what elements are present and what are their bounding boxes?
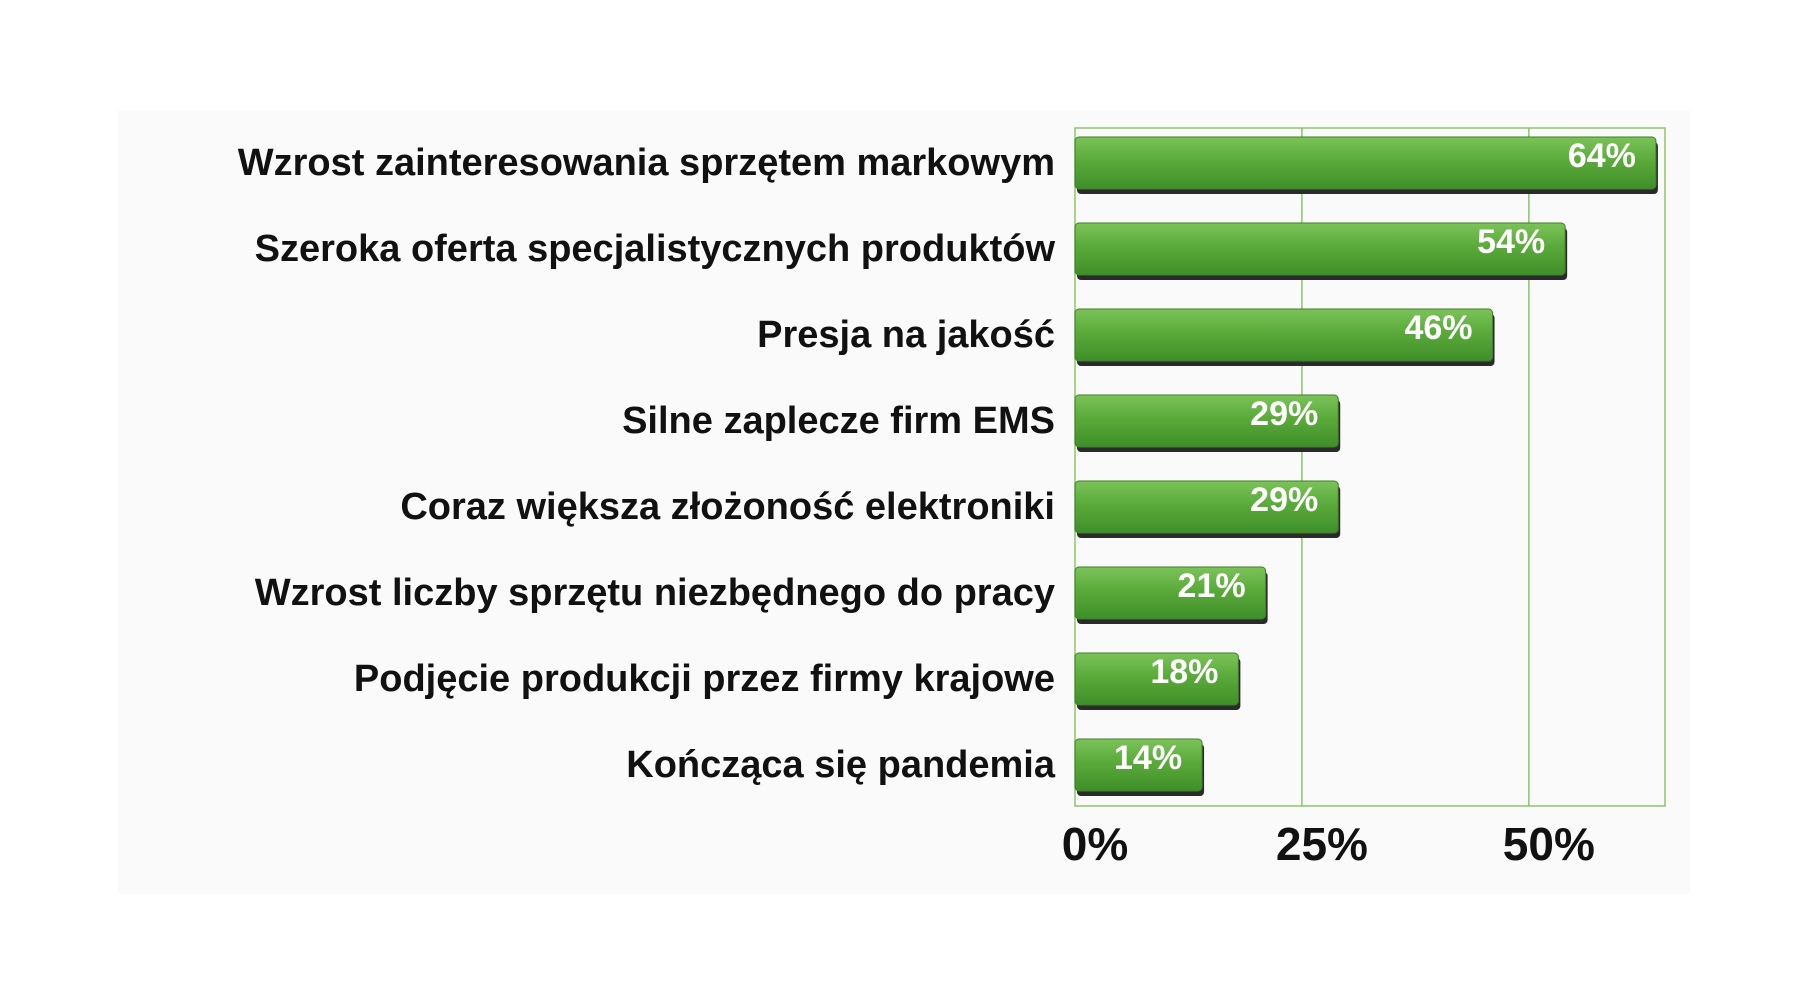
category-labels: Wzrost zainteresowania sprzętem markowym… — [238, 142, 1056, 786]
value-label: 14% — [1114, 739, 1182, 777]
category-label: Kończąca się pandemia — [626, 744, 1056, 786]
bar-group-2: 46% — [1074, 308, 1495, 366]
category-label: Presja na jakość — [757, 314, 1055, 356]
bar — [1074, 136, 1657, 190]
plot-frame — [1074, 127, 1666, 807]
x-tick-label: 50% — [1503, 818, 1595, 870]
category-label: Silne zaplecze firm EMS — [622, 400, 1055, 442]
category-label: Wzrost liczby sprzętu niezbędnego do pra… — [255, 572, 1055, 614]
x-tick-label: 0% — [1062, 818, 1128, 870]
category-label: Wzrost zainteresowania sprzętem markowym — [238, 142, 1055, 184]
bar — [1074, 308, 1494, 362]
bar-group-4: 29% — [1074, 480, 1341, 538]
category-label: Szeroka oferta specjalistycznych produkt… — [255, 228, 1056, 270]
category-label: Podjęcie produkcji przez firmy krajowe — [354, 658, 1055, 700]
bar-group-5: 21% — [1074, 566, 1268, 624]
bar-group-3: 29% — [1074, 394, 1341, 452]
value-label: 29% — [1250, 395, 1318, 433]
bars: 64% 54% 46% 29% 29% 21% 18% 14% — [1074, 136, 1658, 796]
value-label: 46% — [1404, 309, 1472, 347]
value-label: 29% — [1250, 481, 1318, 519]
bar — [1074, 652, 1239, 706]
bar-group-7: 14% — [1074, 738, 1205, 796]
bar-group-0: 64% — [1074, 136, 1658, 194]
value-label: 64% — [1568, 137, 1636, 175]
bar — [1074, 222, 1566, 276]
value-label: 54% — [1477, 223, 1545, 261]
bar — [1074, 394, 1339, 448]
bar-group-6: 18% — [1074, 652, 1241, 710]
bar — [1074, 738, 1203, 792]
bar — [1074, 566, 1267, 620]
x-axis-ticks: 0% 25% 50% — [1062, 818, 1595, 870]
value-label: 18% — [1150, 653, 1218, 691]
bar — [1074, 480, 1339, 534]
value-label: 21% — [1178, 567, 1246, 605]
x-tick-label: 25% — [1276, 818, 1368, 870]
bar-group-1: 54% — [1074, 222, 1568, 280]
category-label: Coraz większa złożoność elektroniki — [400, 486, 1055, 528]
